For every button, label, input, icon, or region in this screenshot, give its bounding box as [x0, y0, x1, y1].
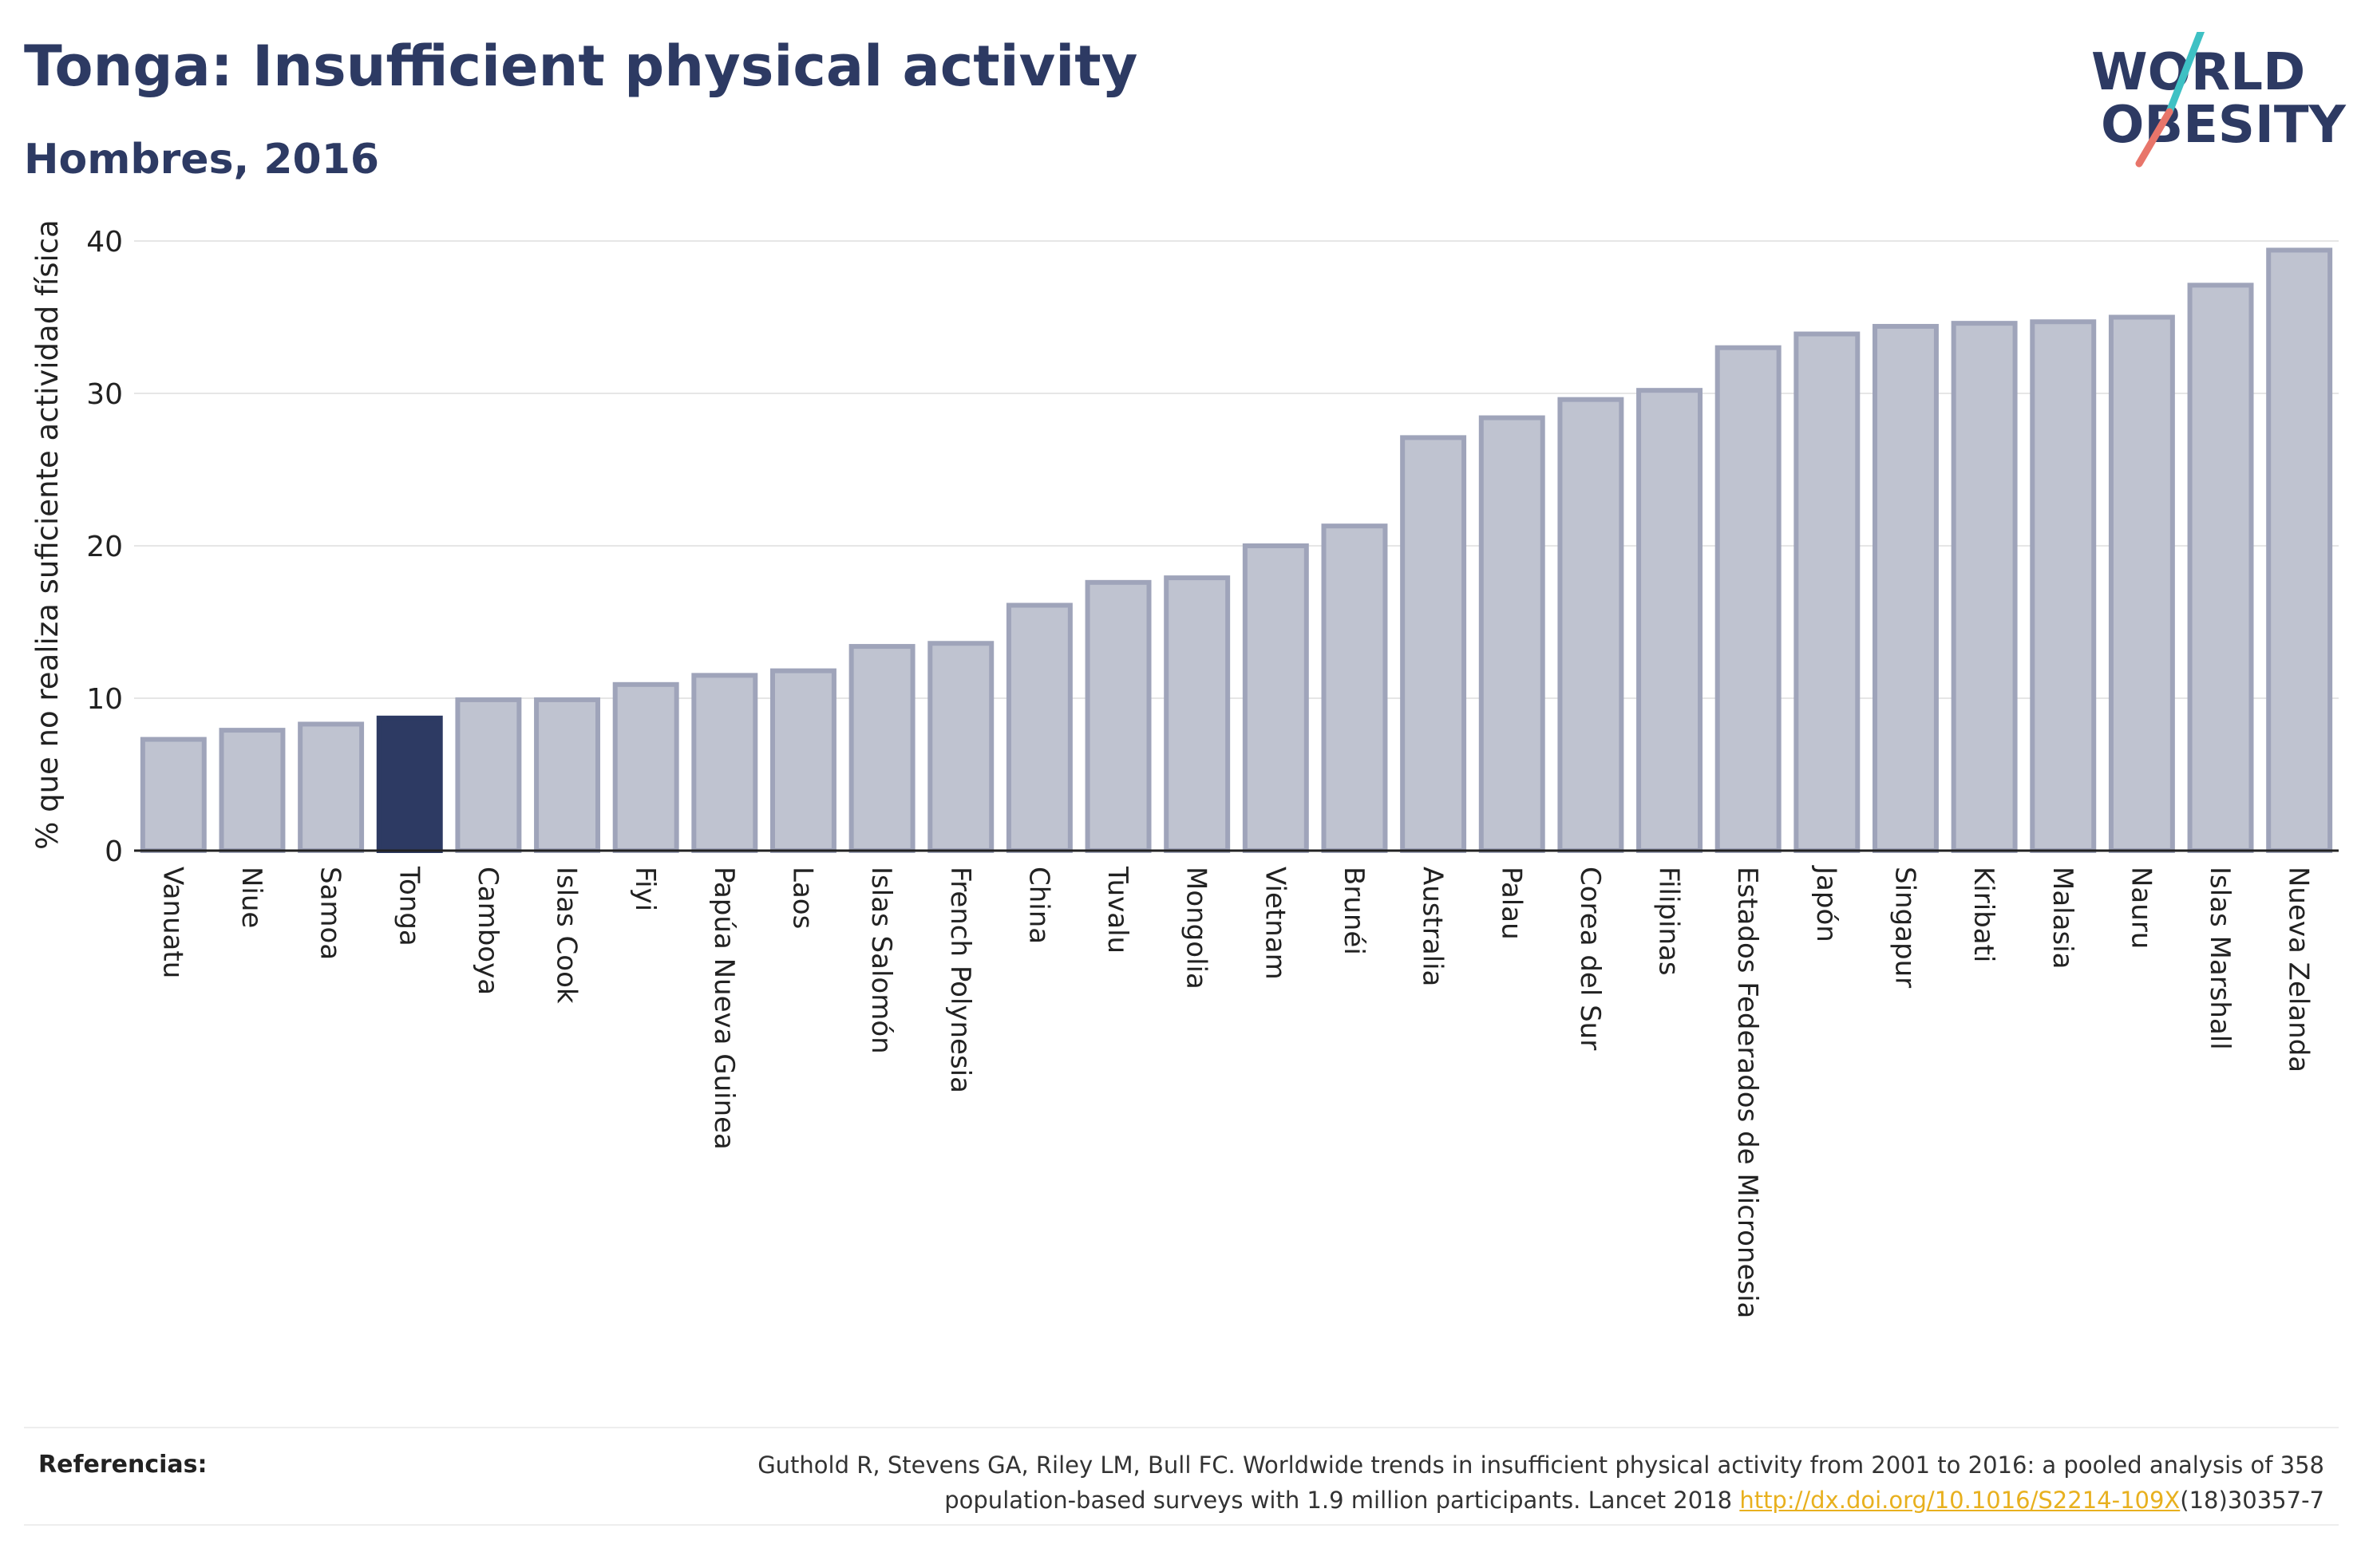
bar-tonga — [376, 715, 443, 854]
x-tick-label: Japón — [1810, 865, 1842, 942]
references-line-2-start: population-based surveys with 1.9 millio… — [944, 1487, 1740, 1514]
x-tick-label: Mongolia — [1180, 867, 1212, 989]
x-tick-label: Filipinas — [1653, 867, 1685, 976]
logo-slash-teal — [2165, 32, 2205, 116]
bar-singapur — [1872, 323, 1939, 853]
y-tick-label: 10 — [86, 683, 123, 716]
page-title: Tonga: Insufficient physical activity — [24, 34, 1138, 99]
x-tick-label: Niue — [235, 867, 267, 928]
x-tick-label: Tuvalu — [1101, 866, 1133, 954]
x-tick-label: Nauru — [2125, 867, 2157, 949]
bar-vietnam — [1242, 543, 1309, 853]
bar-jap-n — [1793, 331, 1861, 853]
logo-obesity-text: OBESITY — [2101, 96, 2346, 155]
x-tick-label: Islas Salomón — [865, 867, 897, 1054]
bar-corea-del-sur — [1557, 397, 1624, 853]
references-text: Guthold R, Stevens GA, Riley LM, Bull FC… — [488, 1448, 2324, 1518]
bar-islas-cook — [534, 697, 601, 853]
bars — [140, 247, 2333, 854]
bar-islas-marshall — [2187, 282, 2254, 853]
bar-pap-a-nueva-guinea — [691, 673, 758, 853]
logo-slash-red — [2135, 108, 2173, 168]
y-tick-label: 30 — [86, 378, 123, 411]
y-tick-label: 20 — [86, 531, 123, 563]
x-tick-label: Nueva Zelanda — [2283, 867, 2315, 1072]
bar-nueva-zelanda — [2266, 247, 2333, 853]
bar-estados-federados-de-micronesia — [1714, 345, 1782, 853]
x-tick-label: China — [1022, 867, 1054, 944]
bar-australia — [1400, 435, 1467, 853]
x-tick-label: Malasia — [2047, 867, 2078, 969]
bar-vanuatu — [140, 737, 207, 853]
x-tick-label: Vanuatu — [156, 867, 188, 978]
x-tick-label: Palau — [1495, 867, 1527, 940]
logo-world-text: WORLD — [2091, 43, 2305, 102]
bar-mongolia — [1164, 575, 1231, 853]
y-tick-label: 0 — [105, 835, 123, 868]
x-tick-label: Brunéi — [1338, 867, 1370, 955]
bar-islas-salom-n — [848, 644, 916, 853]
doi-link[interactable]: http://dx.doi.org/10.1016/S2214-109X — [1739, 1487, 2181, 1514]
y-axis-label: % que no realiza suficiente actividad fí… — [30, 219, 65, 850]
bar-tuvalu — [1085, 579, 1152, 854]
references-line-2: population-based surveys with 1.9 millio… — [488, 1483, 2324, 1518]
bar-french-polynesia — [927, 641, 995, 853]
references-top-divider — [24, 1427, 2339, 1428]
bar-malasia — [2030, 319, 2097, 854]
bar-palau — [1478, 415, 1545, 853]
bar-laos — [769, 668, 836, 853]
x-tick-label: Fiyi — [629, 867, 661, 911]
x-tick-label: Islas Cook — [551, 867, 583, 1004]
x-tick-label: Tonga — [393, 866, 425, 946]
x-tick-label: Vietnam — [1259, 867, 1291, 980]
x-tick-label: Papúa Nueva Guinea — [708, 867, 740, 1150]
axes: 0 10 20 30 40 Vanuatu Niue Samoa Tonga Camboya Isl… — [86, 226, 2339, 1318]
x-tick-label: Camboya — [472, 867, 504, 995]
bar-brun-i — [1321, 523, 1388, 853]
world-obesity-logo: WORLD OBESITY — [2091, 32, 2346, 168]
x-tick-label: Corea del Sur — [1574, 867, 1606, 1050]
chart-subtitle: Hombres, 2016 — [24, 136, 380, 184]
x-tick-label: Laos — [786, 867, 818, 929]
y-tick-label: 40 — [86, 226, 123, 259]
x-tick-label: Estados Federados de Micronesia — [1731, 867, 1763, 1318]
x-tick-label: Australia — [1417, 867, 1449, 986]
bar-fiyi — [612, 681, 679, 853]
x-tick-label: French Polynesia — [944, 867, 976, 1093]
bar-chart: 0 10 20 30 40 Vanuatu Niue Samoa Tonga Camboya Isl… — [30, 219, 2339, 1318]
bar-kiribati — [1951, 321, 2018, 853]
x-tick-label: Islas Marshall — [2204, 867, 2236, 1050]
references-bottom-divider — [24, 1524, 2339, 1526]
x-tick-label: Singapur — [1888, 867, 1920, 988]
x-tick-label: Samoa — [314, 867, 346, 960]
bar-china — [1006, 602, 1073, 853]
references-line-2-end: (18)30357-7 — [2180, 1487, 2324, 1514]
bar-samoa — [298, 721, 365, 853]
references-line-1: Guthold R, Stevens GA, Riley LM, Bull FC… — [757, 1451, 2324, 1479]
references-label: Referencias: — [38, 1451, 208, 1479]
x-tick-label: Kiribati — [1968, 867, 1999, 962]
bar-camboya — [455, 697, 522, 853]
bar-filipinas — [1636, 388, 1703, 853]
bar-niue — [219, 728, 286, 853]
bar-nauru — [2108, 314, 2175, 853]
